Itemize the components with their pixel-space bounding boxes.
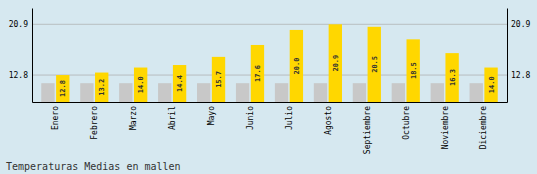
tick: Marzo — [129, 102, 138, 130]
bar-series — [56, 24, 498, 102]
bar — [236, 83, 249, 102]
bar — [119, 83, 132, 102]
tick: Diciembre — [479, 102, 488, 149]
tick-label: Agosto — [324, 106, 333, 135]
bar — [134, 68, 147, 102]
tick: Febrero — [90, 102, 99, 140]
bar — [445, 53, 458, 102]
bar — [407, 39, 420, 102]
y-axis-right: 12.8 20.9 — [507, 9, 530, 103]
background — [0, 0, 537, 174]
tick: 20.9 — [507, 20, 530, 29]
bar — [314, 83, 327, 102]
tick: Enero — [51, 102, 60, 130]
tick: 12.8 — [9, 71, 32, 80]
bar — [275, 83, 288, 102]
tick-label: Febrero — [90, 106, 99, 140]
axis-line — [32, 9, 33, 103]
bar — [212, 57, 225, 102]
tick-label: Julio — [285, 106, 294, 130]
data-label: 12.8 — [59, 80, 67, 97]
tick-label: Diciembre — [479, 106, 488, 150]
tick: Junio — [246, 102, 255, 130]
bar — [392, 83, 405, 102]
tick: Octubre — [402, 102, 411, 140]
tick: Mayo — [207, 102, 216, 125]
data-label: 20.0 — [293, 58, 301, 75]
bar — [353, 83, 366, 102]
axis-line — [507, 9, 508, 103]
tick: Abril — [168, 102, 177, 130]
tick: Septiembre — [363, 102, 372, 154]
data-label: 14.0 — [488, 76, 496, 93]
plot-area: 12.8 13.2 14.0 14.4 15.7 17.6 20.0 20.9 20.5 18.5… — [9, 9, 531, 156]
grid-line — [32, 24, 507, 25]
data-label: 16.3 — [449, 69, 457, 86]
tick-label: 12.8 — [9, 71, 28, 80]
bar — [158, 83, 171, 102]
y-axis: 12.8 20.9 — [9, 9, 33, 103]
grid — [32, 24, 507, 75]
tick-label: 12.8 — [511, 71, 530, 80]
tick-label: Abril — [168, 106, 177, 130]
bar — [251, 45, 264, 102]
data-label: 20.9 — [332, 55, 340, 72]
x-axis: Enero Febrero Marzo Abril Mayo Junio Julio Agos… — [33, 102, 508, 154]
tick: 20.9 — [9, 20, 32, 29]
bar — [173, 65, 186, 102]
data-label: 15.7 — [215, 71, 223, 88]
bar — [197, 83, 210, 102]
chart: 12.8 13.2 14.0 14.4 15.7 17.6 20.0 20.9 20.5 18.5… — [0, 0, 537, 174]
tick: Agosto — [324, 102, 333, 135]
data-label: 14.4 — [176, 75, 184, 92]
tick-label: Octubre — [402, 106, 411, 140]
tick-label: 20.9 — [9, 20, 28, 29]
bar — [470, 83, 483, 102]
bar — [329, 24, 342, 102]
data-label: 17.6 — [254, 65, 262, 82]
tick-label: Marzo — [129, 106, 138, 130]
bar — [431, 83, 444, 102]
data-labels: 12.8 13.2 14.0 14.4 15.7 17.6 20.0 20.9 20.5 18.5… — [59, 55, 495, 97]
tick-label: Enero — [51, 106, 60, 130]
tick-label: Noviembre — [441, 106, 450, 150]
tick-label: Junio — [246, 106, 255, 130]
tick: Julio — [285, 102, 294, 130]
bar — [290, 30, 303, 102]
title: Temperaturas Medias en mallen — [6, 161, 181, 172]
tick-label: 20.9 — [511, 20, 530, 29]
data-label: 13.2 — [98, 79, 106, 96]
tick: 12.8 — [507, 71, 530, 80]
data-label: 18.5 — [410, 62, 418, 79]
bar — [484, 68, 497, 102]
bar — [368, 27, 381, 102]
tick: Noviembre — [441, 102, 450, 149]
bar — [80, 83, 93, 102]
tick-label: Septiembre — [363, 106, 372, 154]
bars — [41, 24, 497, 102]
tick-label: Mayo — [207, 106, 216, 125]
bar — [56, 75, 69, 102]
bar — [95, 73, 108, 102]
axis-line — [33, 102, 508, 103]
data-label: 20.5 — [371, 56, 379, 73]
data-label: 14.0 — [137, 76, 145, 93]
bar — [41, 83, 54, 102]
